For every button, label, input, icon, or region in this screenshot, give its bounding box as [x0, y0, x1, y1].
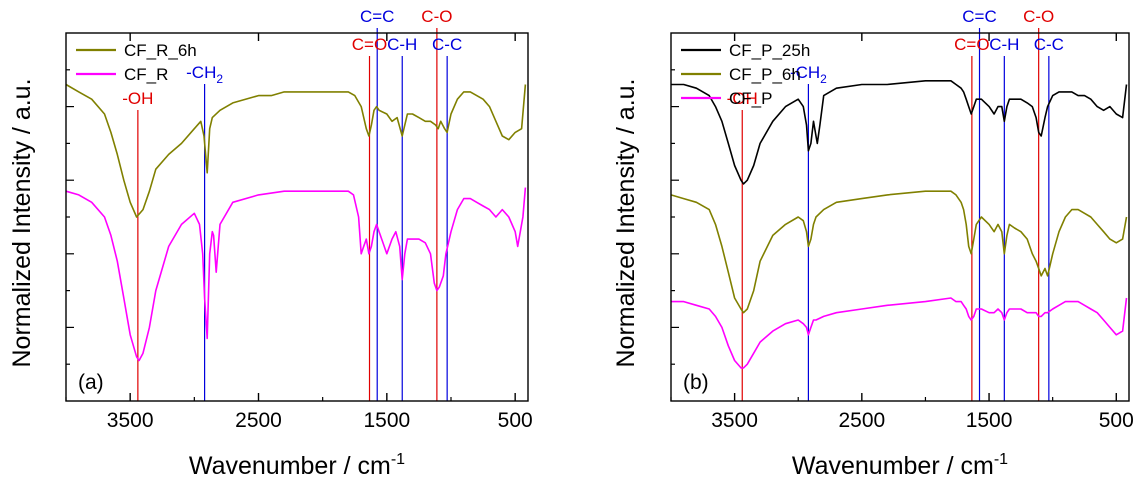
legend: CF_R_6h CF_R	[76, 41, 197, 84]
legend-entry-cf-r: CF_R	[124, 65, 168, 84]
annotation-label-ch: -CH2	[790, 63, 827, 86]
annotation-label-cc: C=C	[962, 7, 996, 26]
series-line-cf-p	[671, 297, 1128, 369]
annotation-label-co: C-O	[1023, 7, 1054, 26]
y-axis-title: Normalized Intensity / a.u.	[612, 78, 640, 367]
legend-entry-cf-p: CF_P	[729, 89, 772, 108]
x-tick-label: 3500	[711, 409, 758, 432]
chart-panel-1: -OH -CH2 C=O C=C C-HC-O C-C 3500 2500 1500 500 Wav…	[8, 7, 533, 480]
x-tick-label: 1500	[966, 409, 1013, 432]
series-line-cf-p-25h	[671, 80, 1128, 185]
annotation-label-cc: C-C	[1034, 35, 1064, 54]
x-tick-label: 500	[498, 409, 533, 432]
series-line-cf-r-6h	[65, 83, 527, 218]
annotation-label-cc: C=C	[360, 7, 394, 26]
annotation-label-cc: C-C	[432, 35, 462, 54]
legend-entry-cf-r-6h: CF_R_6h	[124, 41, 197, 60]
y-axis-title: Normalized Intensity / a.u.	[8, 78, 36, 367]
legend-entry-cf-p-25h: CF_P_25h	[729, 41, 810, 60]
annotation-label-co: C=O	[954, 35, 989, 54]
x-tick-label: 500	[1099, 409, 1134, 432]
x-axis-title: Wavenumber / cm-1	[189, 451, 405, 480]
panel-label: (a)	[78, 371, 104, 394]
chart-panel-2: -OH -CH2 C=O C=C C-HC-O C-C 3500 2500 1500 500 Wav…	[612, 7, 1134, 480]
series-line-cf-r	[65, 187, 527, 362]
annotation-label-co: C-O	[421, 7, 452, 26]
annotation-label-ch: C-H	[387, 35, 417, 54]
annotation-label-ch: -CH2	[186, 63, 223, 86]
x-tick-label: 1500	[363, 409, 410, 432]
annotation-label-oh: -OH	[727, 89, 758, 108]
annotation-label-oh: -OH	[122, 89, 153, 108]
x-axis-title: Wavenumber / cm-1	[792, 451, 1008, 480]
legend-entry-cf-p-6h: CF_P_6h	[729, 65, 801, 84]
x-tick-label: 3500	[107, 409, 154, 432]
legend: CF_P_25h CF_P_6h CF_P	[681, 41, 810, 108]
series-line-cf-p-6h	[670, 190, 1128, 314]
panel-label: (b)	[683, 371, 709, 394]
annotation-label-ch: C-H	[989, 35, 1019, 54]
x-tick-label: 2500	[838, 409, 885, 432]
x-tick-label: 2500	[235, 409, 282, 432]
annotation-label-co: C=O	[352, 35, 387, 54]
